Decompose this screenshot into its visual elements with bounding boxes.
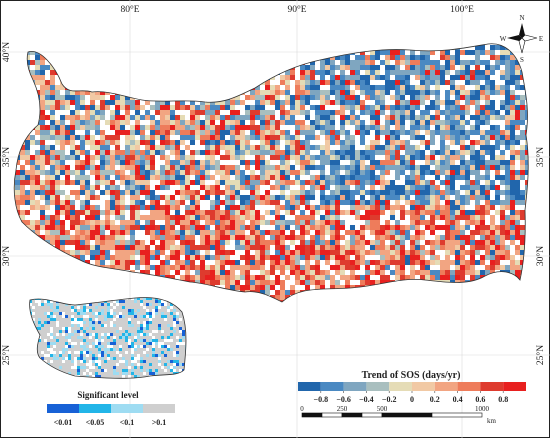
south-label: S (520, 56, 524, 64)
sig-class-label: <0.01 (54, 418, 73, 427)
scale-label-250: 250 (337, 405, 348, 413)
scale-bar-segment (301, 412, 323, 418)
sig-class-swatch (47, 404, 79, 413)
sos-tick-label: 0.4 (453, 395, 463, 404)
lat-label-25n-right: 25°N (535, 345, 546, 365)
north-label: N (519, 14, 524, 22)
sos-trend-legend: Trend of SOS (days/yr) −0.8 −0.6 −0.4 −0.2 0… (298, 370, 526, 404)
lon-label-100e: 100°E (450, 4, 474, 15)
west-label: W (500, 35, 507, 43)
sos-tick-label: 0.8 (498, 395, 508, 404)
sos-class-swatch (457, 382, 481, 391)
sos-tick-label: −0.4 (359, 395, 374, 404)
scale-bar-segment (341, 412, 363, 418)
sos-class-swatch (320, 382, 344, 391)
sos-class-swatch (503, 382, 526, 391)
sos-class-swatch (343, 382, 367, 391)
sos-tick-label: 0.6 (475, 395, 485, 404)
scale-label-1000: 1000 (475, 405, 490, 413)
significance-legend: Significant level <0.01 <0.05 <0.1 >0.1 (47, 390, 175, 427)
scale-bar-segment (381, 412, 433, 418)
lat-label-35n: 35°N (1, 147, 12, 167)
sos-class-swatch (480, 382, 504, 391)
lat-label-30n: 30°N (1, 246, 12, 266)
scale-label-500: 500 (377, 405, 388, 413)
lon-label-90e: 90°E (287, 4, 306, 15)
sig-legend-title: Significant level (77, 390, 139, 400)
lat-label-25n: 25°N (1, 345, 12, 365)
inset-significance-raster (29, 297, 187, 379)
sos-class-swatch (389, 382, 412, 391)
sos-tick-label: −0.6 (336, 395, 351, 404)
sig-class-swatch (143, 404, 175, 413)
sig-class-label: >0.1 (152, 418, 167, 427)
sos-class-swatch (366, 382, 390, 391)
scale-unit: km (487, 417, 497, 425)
sig-class-label: <0.05 (86, 418, 105, 427)
scale-bar-segment (361, 412, 383, 418)
sig-class-label: <0.1 (120, 418, 135, 427)
sig-color-ramp (47, 404, 175, 413)
north-arrow-icon: N S E W (500, 14, 543, 64)
lon-label-80e: 80°E (120, 4, 139, 15)
east-label: E (539, 35, 543, 43)
sos-color-ramp (298, 382, 526, 391)
lat-label-40n: 40°N (1, 42, 12, 62)
sos-class-swatch (412, 382, 435, 391)
sig-class-swatch (111, 404, 143, 413)
scale-bar-segment (321, 412, 343, 418)
lat-label-35n-right: 35°N (535, 147, 546, 167)
scale-label-0: 0 (300, 405, 304, 413)
sos-tick-label: −0.8 (314, 395, 329, 404)
sig-class-swatch (79, 404, 111, 413)
sos-legend-title: Trend of SOS (days/yr) (362, 370, 461, 381)
sos-class-swatch (298, 382, 321, 391)
scale-bar-segment (431, 412, 483, 418)
scale-bar: 0 250 500 1000 km (300, 405, 496, 425)
sos-tick-label: −0.2 (382, 395, 397, 404)
sos-class-swatch (434, 382, 458, 391)
sos-tick-label: 0.2 (430, 395, 440, 404)
lat-label-30n-right: 30°N (535, 246, 546, 266)
sos-tick-label: 0 (410, 395, 414, 404)
